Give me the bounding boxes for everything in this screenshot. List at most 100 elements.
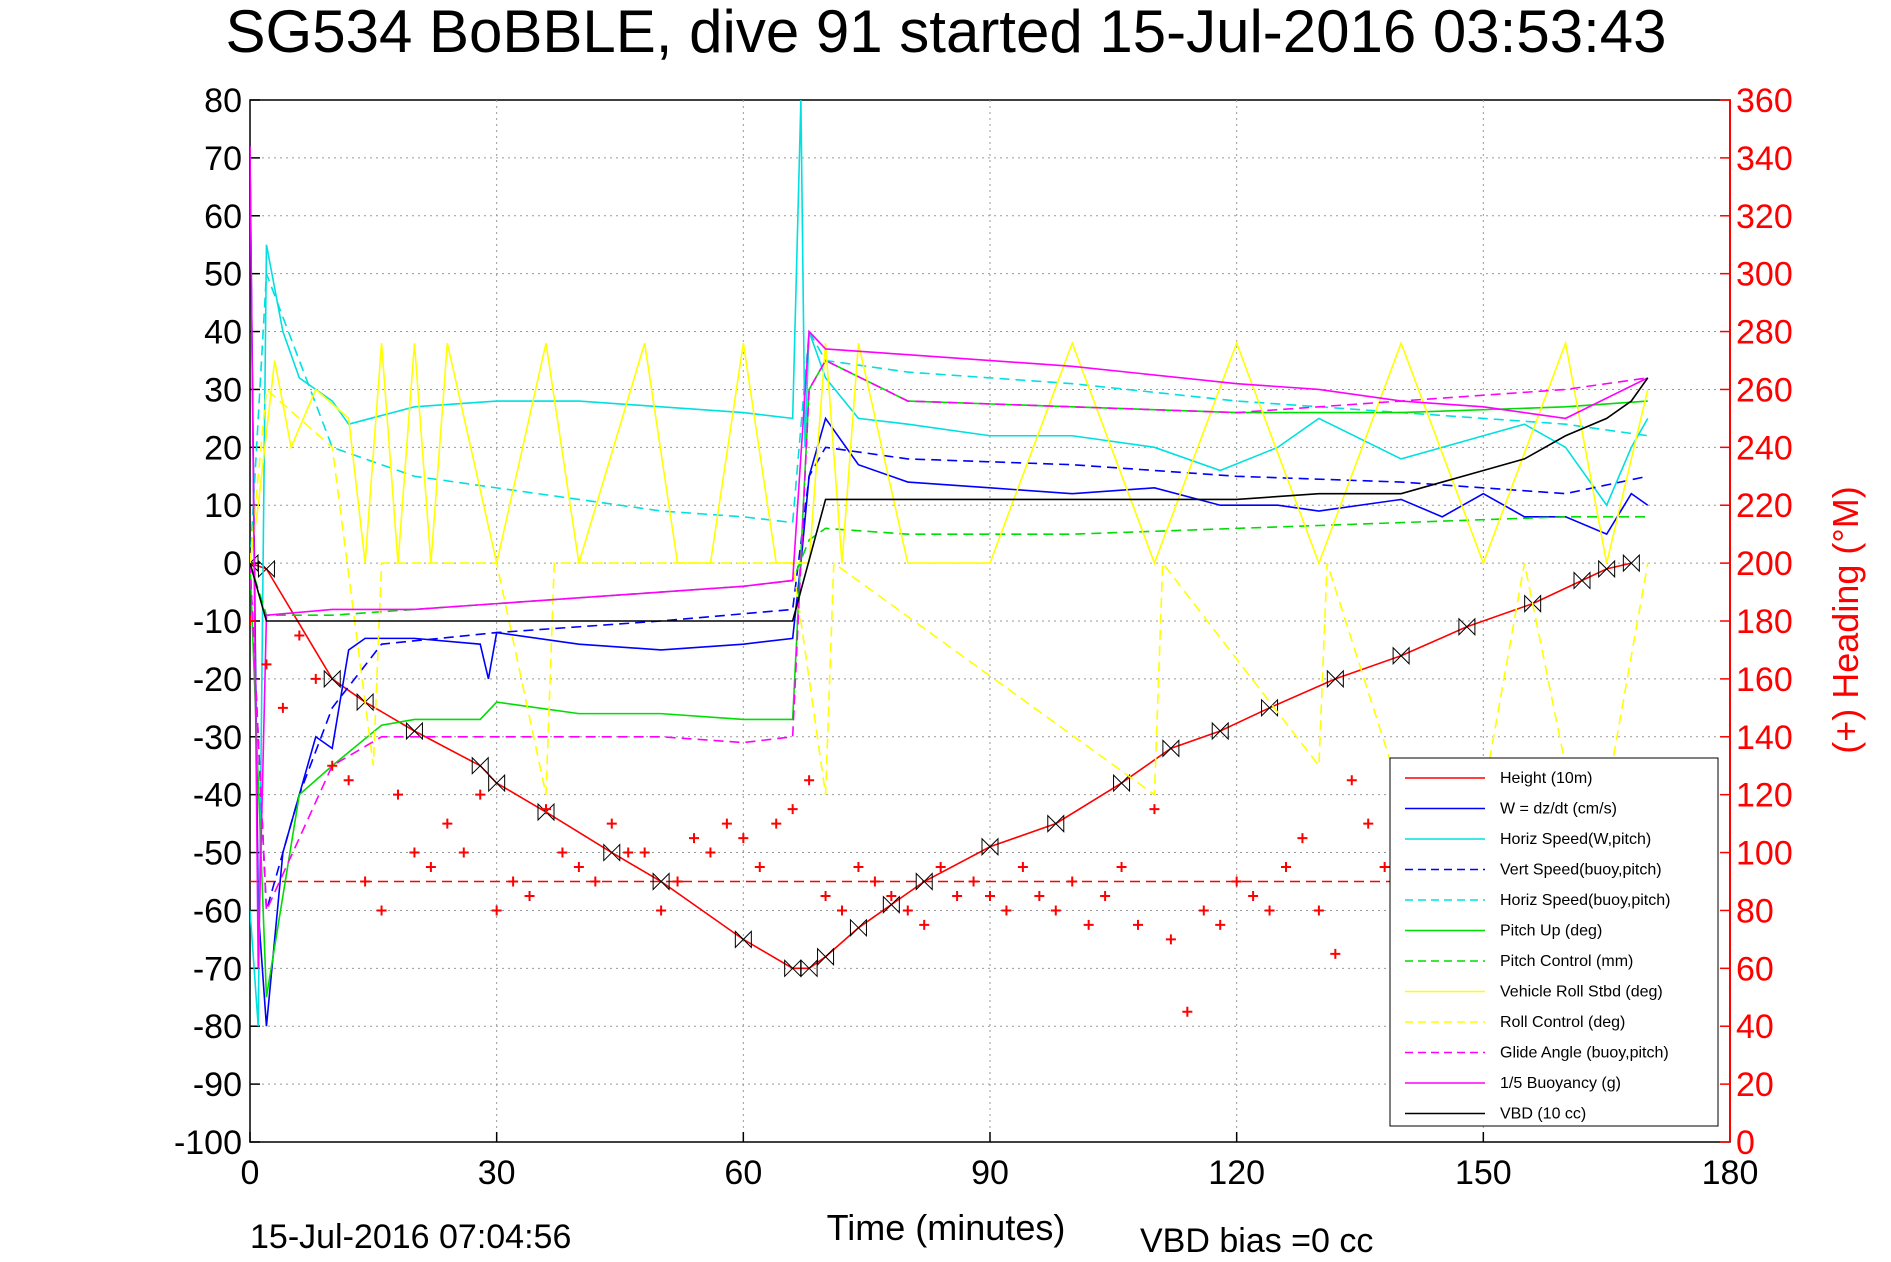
x-tick-label: 0 <box>241 1154 260 1192</box>
left-tick-label: -20 <box>193 661 242 699</box>
heading-point <box>393 789 403 800</box>
x-tick-label: 120 <box>1208 1154 1265 1192</box>
heading-point <box>557 847 568 858</box>
height-marker <box>356 692 374 712</box>
heading-point <box>1083 919 1094 930</box>
height-marker <box>323 669 341 689</box>
left-tick-label: -80 <box>193 1008 242 1046</box>
heading-point <box>491 905 502 916</box>
height-marker <box>1261 698 1279 718</box>
heading-point <box>672 876 683 887</box>
series-line-roll-control-deg <box>250 387 1649 797</box>
legend-label-vbd-10-cc: VBD (10 cc) <box>1500 1106 1586 1123</box>
left-tick-label: -70 <box>193 950 242 988</box>
series-line-glide-angle-buoy-pitch <box>250 359 1648 911</box>
heading-point <box>590 876 601 887</box>
left-tick-label: 0 <box>223 545 242 583</box>
legend-label-1-5-buoyancy-g: 1/5 Buoyancy (g) <box>1500 1075 1621 1092</box>
right-tick-label: 220 <box>1736 487 1793 525</box>
heading-point <box>919 919 930 930</box>
heading-point <box>820 890 831 901</box>
legend-label-height-10m: Height (10m) <box>1500 770 1592 787</box>
heading-point <box>310 673 321 684</box>
legend-label-w-dz-dt-cm-s: W = dz/dt (cm/s) <box>1500 801 1617 818</box>
heading-point <box>869 876 880 887</box>
heading-point <box>1215 919 1226 930</box>
legend: Height (10m) W = dz/dt (cm/s) Horiz Speed(… <box>1389 757 1719 1127</box>
right-tick-label: 200 <box>1736 545 1793 583</box>
series-line-w-dz-dt-cm-s <box>250 157 1649 1027</box>
series-line-horiz-speed-buoy-pitch <box>250 273 1648 564</box>
legend-label-horiz-speed-buoy-pitch: Horiz Speed(buoy,pitch) <box>1500 892 1670 909</box>
heading-point <box>721 818 732 829</box>
left-tick-label: 60 <box>204 198 242 236</box>
height-marker <box>257 559 275 579</box>
right-tick-label: 240 <box>1736 429 1793 467</box>
left-tick-label: 10 <box>204 487 242 525</box>
right-tick-label: 0 <box>1736 1124 1755 1162</box>
height-marker <box>849 918 867 938</box>
series-layer <box>250 100 1649 1027</box>
heading-point <box>261 659 272 670</box>
heading-point <box>1017 862 1028 873</box>
right-tick-label: 40 <box>1736 1008 1774 1046</box>
heading-point <box>425 862 436 873</box>
heading-point <box>1034 890 1045 901</box>
x-axis-label: Time (minutes) <box>827 1207 1066 1248</box>
heading-point <box>985 890 995 901</box>
heading-point <box>1116 862 1127 873</box>
height-marker <box>882 895 900 914</box>
heading-point <box>1198 905 1209 916</box>
series-line-vbd-10-cc <box>250 377 1649 622</box>
legend-box <box>1389 757 1719 1127</box>
height-marker <box>1524 594 1542 613</box>
heading-point <box>1313 905 1324 916</box>
height-marker <box>537 802 555 822</box>
heading-point <box>853 862 864 873</box>
right-tick-label: 80 <box>1736 892 1774 930</box>
left-tick-label: -40 <box>193 777 242 815</box>
heading-point <box>771 818 782 829</box>
left-tick-label: -90 <box>193 1066 242 1104</box>
height-marker <box>1573 571 1591 590</box>
right-tick-label: 260 <box>1736 371 1793 409</box>
heading-point <box>360 876 371 887</box>
x-tick-label: 90 <box>971 1154 1009 1192</box>
heading-point <box>1297 833 1308 844</box>
right-tick-label: 120 <box>1736 777 1793 815</box>
height-marker <box>652 872 670 891</box>
heading-point <box>250 616 255 626</box>
heading-point <box>656 905 667 916</box>
chart-title: SG534 BoBBLE, dive 91 started 15-Jul-201… <box>226 0 1667 65</box>
x-tick-label: 150 <box>1455 1154 1512 1192</box>
right-tick-label: 300 <box>1736 256 1793 294</box>
legend-label-pitch-up-deg: Pitch Up (deg) <box>1500 923 1602 940</box>
heading-point <box>968 876 979 887</box>
right-tick-label: 60 <box>1736 950 1774 988</box>
legend-label-vert-speed-buoy-pitch: Vert Speed(buoy,pitch) <box>1500 862 1662 879</box>
heading-point <box>442 818 453 829</box>
left-tick-label: -10 <box>193 603 242 641</box>
height-marker <box>1598 559 1616 579</box>
right-tick-label: 320 <box>1736 198 1793 236</box>
right-tick-label: 360 <box>1736 82 1793 120</box>
heading-point <box>705 847 716 858</box>
x-tick-label: 30 <box>478 1154 516 1192</box>
heading-point <box>935 862 946 873</box>
height-marker <box>1162 739 1180 758</box>
right-axis-label: (+) Heading (°M) <box>1825 486 1866 753</box>
left-tick-label: 70 <box>204 140 242 178</box>
heading-point <box>1100 890 1111 901</box>
right-tick-label: 160 <box>1736 661 1793 699</box>
heading-point <box>1182 1006 1193 1017</box>
heading-point <box>902 905 913 916</box>
left-tick-label: -60 <box>193 892 242 930</box>
height-marker <box>250 553 259 573</box>
heading-point <box>1231 876 1242 887</box>
legend-label-roll-control-deg: Roll Control (deg) <box>1500 1014 1625 1031</box>
height-marker <box>817 947 835 966</box>
height-marker <box>1622 553 1640 573</box>
heading-point <box>606 818 617 829</box>
left-tick-label: 50 <box>204 256 242 294</box>
right-tick-label: 140 <box>1736 719 1793 757</box>
